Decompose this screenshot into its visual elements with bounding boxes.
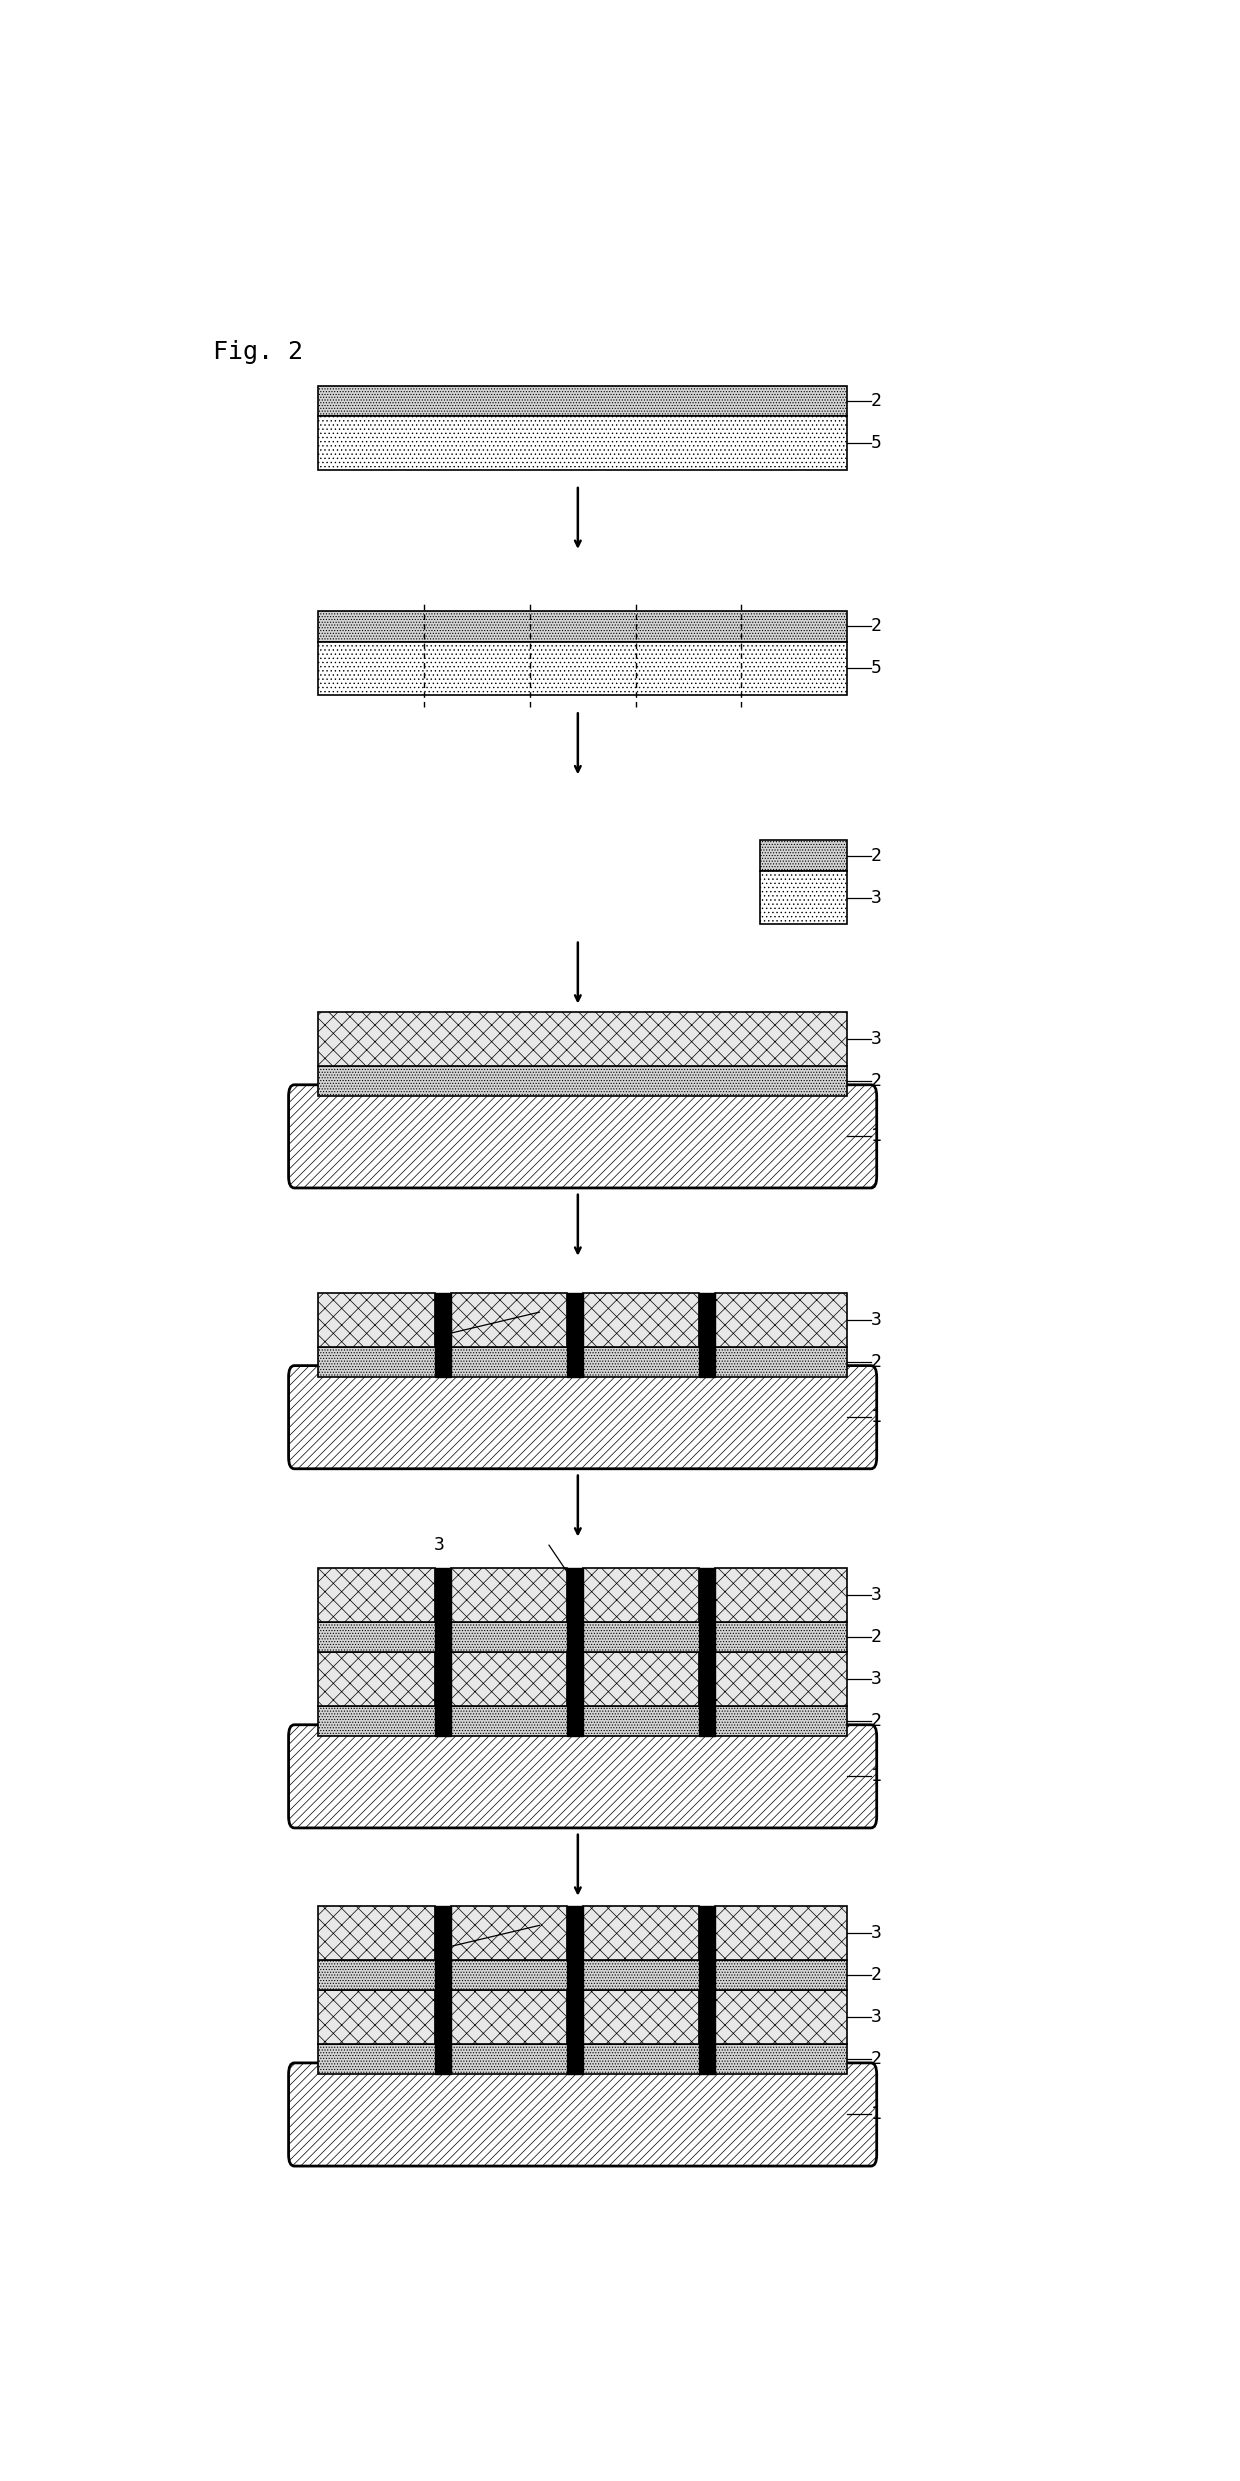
Bar	[567, 1568, 583, 1652]
Bar	[319, 417, 847, 469]
Text: 3: 3	[870, 1310, 882, 1330]
Bar	[699, 1568, 714, 1652]
Bar	[714, 1905, 847, 1960]
Bar	[319, 1067, 847, 1097]
Text: 5: 5	[870, 660, 882, 677]
Bar	[319, 1652, 435, 1704]
Bar	[319, 1990, 435, 2044]
Bar	[319, 1347, 847, 1377]
Bar	[435, 1568, 450, 1652]
Bar	[319, 1568, 435, 1623]
Bar	[319, 1704, 847, 1737]
Text: 2: 2	[870, 1965, 882, 1985]
Bar	[714, 1293, 847, 1347]
Bar	[699, 1990, 714, 2074]
Text: 4: 4	[434, 1303, 445, 1320]
Bar	[450, 1293, 567, 1347]
Bar	[760, 871, 847, 925]
Bar	[714, 1652, 847, 1704]
Bar	[583, 1905, 699, 1960]
Bar	[435, 1293, 450, 1377]
Bar	[567, 1652, 583, 1737]
Bar	[450, 1652, 567, 1704]
Bar	[567, 1905, 583, 1990]
Text: 2: 2	[870, 1628, 882, 1645]
Bar	[450, 1990, 567, 2044]
Bar	[714, 1568, 847, 1623]
Bar	[319, 1905, 435, 1960]
Text: 3: 3	[870, 1670, 882, 1687]
FancyBboxPatch shape	[289, 1724, 877, 1828]
Bar	[319, 385, 847, 417]
Text: 2: 2	[870, 1352, 882, 1372]
Text: 2: 2	[870, 392, 882, 409]
Bar	[450, 1905, 567, 1960]
Text: 1: 1	[870, 1766, 882, 1786]
Text: 2: 2	[870, 618, 882, 635]
Bar	[714, 1990, 847, 2044]
Bar	[699, 1293, 714, 1377]
FancyBboxPatch shape	[289, 1365, 877, 1469]
Text: 1: 1	[870, 1126, 882, 1146]
Bar	[699, 1652, 714, 1737]
Bar	[567, 1990, 583, 2074]
Text: 1: 1	[870, 1409, 882, 1427]
Text: Fig. 2: Fig. 2	[213, 340, 303, 365]
Bar	[583, 1293, 699, 1347]
Bar	[319, 1293, 435, 1347]
Bar	[583, 1652, 699, 1704]
Text: 3: 3	[870, 888, 882, 906]
Text: 2: 2	[870, 1712, 882, 1729]
Text: 3: 3	[870, 1030, 882, 1047]
Bar	[583, 1568, 699, 1623]
Bar	[450, 1568, 567, 1623]
Bar	[319, 1960, 847, 1990]
Bar	[435, 1905, 450, 1990]
Text: 3: 3	[434, 1536, 445, 1553]
Bar	[760, 841, 847, 871]
Bar	[435, 1990, 450, 2074]
Text: 1: 1	[870, 2106, 882, 2124]
Bar	[699, 1905, 714, 1990]
FancyBboxPatch shape	[289, 2062, 877, 2166]
Bar	[319, 2044, 847, 2074]
Bar	[319, 1012, 847, 1067]
Bar	[319, 643, 847, 695]
Bar	[583, 1990, 699, 2044]
Text: 5: 5	[870, 434, 882, 452]
Text: 2: 2	[870, 2049, 882, 2069]
Text: 3: 3	[870, 1585, 882, 1603]
Bar	[435, 1652, 450, 1737]
Bar	[319, 1623, 847, 1652]
Text: 3: 3	[870, 1923, 882, 1943]
FancyBboxPatch shape	[289, 1084, 877, 1188]
Bar	[567, 1293, 583, 1377]
Bar	[319, 610, 847, 643]
Text: 2: 2	[870, 1072, 882, 1089]
Text: 4: 4	[434, 1915, 445, 1935]
Text: 2: 2	[870, 846, 882, 863]
Text: 3: 3	[870, 2007, 882, 2027]
